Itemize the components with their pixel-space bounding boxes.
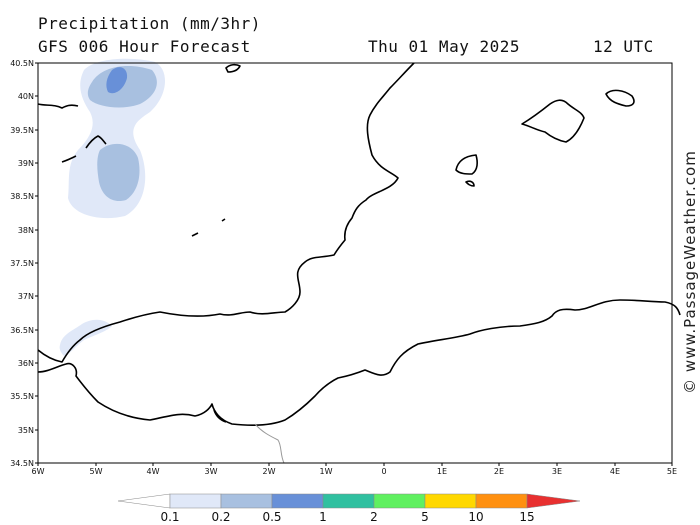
- legend-label: 10: [468, 510, 483, 524]
- lon-tick-label: 2W: [263, 467, 276, 476]
- legend-label: 2: [370, 510, 378, 524]
- legend-swatch: [373, 493, 426, 509]
- lat-tick-label: 36.5N: [10, 326, 34, 335]
- border-line: [254, 423, 285, 464]
- lat-tick-label: 36N: [18, 359, 34, 368]
- chart-title: Precipitation (mm/3hr): [38, 14, 261, 33]
- island-ibiza: [455, 154, 478, 175]
- legend-label: 0.1: [160, 510, 179, 524]
- lat-tick-label: 35N: [18, 426, 34, 435]
- precip-area-heavy: [106, 67, 128, 94]
- forecast-date: Thu 01 May 2025: [368, 37, 520, 56]
- coast-fragment-north: [225, 63, 241, 73]
- legend-swatch: [322, 493, 375, 509]
- lon-tick-label: 3E: [552, 467, 562, 476]
- forecast-subtitle: GFS 006 Hour Forecast: [38, 37, 251, 56]
- lat-tick-label: 40.5N: [10, 59, 34, 68]
- lat-tick-label: 37.5N: [10, 259, 34, 268]
- island-formentera: [465, 180, 475, 187]
- precip-area-strait: [59, 319, 112, 356]
- lat-tick-label: 34.5N: [10, 459, 34, 468]
- legend-cap-low: [117, 493, 171, 509]
- lat-tick-label: 39.5N: [10, 126, 34, 135]
- lat-tick-label: 37N: [18, 292, 34, 301]
- legend-label: 15: [519, 510, 534, 524]
- lon-tick-label: 1W: [320, 467, 333, 476]
- lat-tick-label: 40N: [18, 92, 34, 101]
- precip-area-medium-south: [97, 143, 140, 202]
- coastline-cape: [213, 409, 227, 423]
- coast-fragment-west: [37, 103, 79, 109]
- lon-tick-label: 1E: [437, 467, 447, 476]
- latitude-axis: 40.5N 40N 39.5N 39N 38.5N 38N 37.5N 37N …: [10, 59, 34, 468]
- coastline-north-africa: [37, 299, 681, 426]
- coast-fragment-islet-b: [61, 155, 77, 163]
- lon-tick-label: 6W: [32, 467, 45, 476]
- lat-tick-label: 38.5N: [10, 192, 34, 201]
- legend-swatch: [169, 493, 222, 509]
- copyright-watermark: © www.PassageWeather.com: [681, 150, 699, 394]
- legend-swatch: [220, 493, 273, 509]
- lon-tick-label: 4W: [147, 467, 160, 476]
- legend-label: 0.5: [262, 510, 281, 524]
- islet-c: [191, 232, 199, 237]
- lat-tick-label: 38N: [18, 226, 34, 235]
- legend-swatch: [271, 493, 324, 509]
- lat-tick-label: 39N: [18, 159, 34, 168]
- island-menorca: [605, 89, 635, 107]
- precipitation-areas: [59, 58, 166, 356]
- longitude-tick-marks: [37, 463, 673, 466]
- precipitation-legend: 0.1 0.2 0.5 1 2 5 10 15: [117, 493, 581, 524]
- legend-label: 1: [319, 510, 327, 524]
- lat-tick-label: 35.5N: [10, 392, 34, 401]
- legend-swatch: [475, 493, 528, 509]
- coast-fragment-islet-a: [85, 135, 107, 149]
- legend-label: 0.2: [211, 510, 230, 524]
- coastline-spain-mediterranean: [37, 62, 415, 363]
- lon-tick-label: 5E: [667, 467, 677, 476]
- lon-tick-label: 5W: [90, 467, 103, 476]
- island-mallorca: [521, 99, 585, 143]
- lon-tick-label: 2E: [494, 467, 504, 476]
- forecast-time: 12 UTC: [593, 37, 654, 56]
- legend-cap-high: [526, 493, 581, 509]
- lon-tick-label: 0: [381, 467, 386, 476]
- lon-tick-label: 4E: [610, 467, 620, 476]
- longitude-axis: 6W 5W 4W 3W 2W 1W 0 1E 2E 3E 4E 5E: [32, 467, 678, 476]
- coastlines: [37, 62, 681, 426]
- legend-swatch: [424, 493, 477, 509]
- lon-tick-label: 3W: [205, 467, 218, 476]
- islet-d: [221, 218, 226, 222]
- legend-label: 5: [421, 510, 429, 524]
